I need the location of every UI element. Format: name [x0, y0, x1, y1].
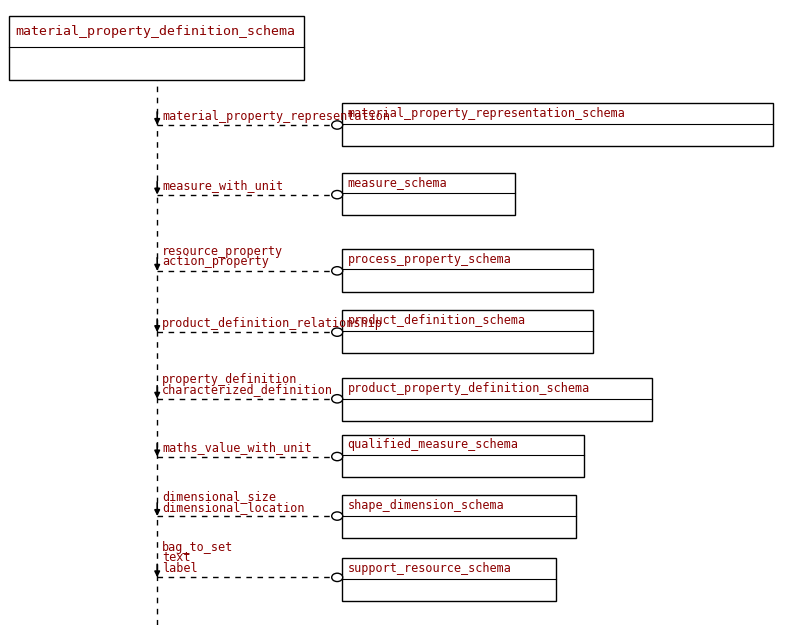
Text: measure_with_unit: measure_with_unit [162, 179, 283, 192]
Text: characterized_definition: characterized_definition [162, 383, 333, 396]
Bar [342, 310, 593, 353]
Circle shape [332, 452, 343, 461]
Bar [342, 249, 593, 292]
Bar [342, 173, 515, 216]
Circle shape [332, 573, 343, 581]
Text: product_definition_relationship: product_definition_relationship [162, 317, 383, 330]
Text: product_property_definition_schema: product_property_definition_schema [347, 382, 590, 395]
Circle shape [332, 394, 343, 403]
Circle shape [332, 328, 343, 336]
Text: dimensional_size: dimensional_size [162, 490, 276, 503]
Text: resource_property: resource_property [162, 245, 283, 258]
Text: material_property_representation: material_property_representation [162, 109, 390, 123]
Bar [342, 103, 773, 146]
Text: label: label [162, 562, 197, 575]
Text: property_definition: property_definition [162, 372, 297, 386]
Text: shape_dimension_schema: shape_dimension_schema [347, 499, 504, 512]
Text: product_definition_schema: product_definition_schema [347, 314, 526, 327]
Bar [342, 434, 584, 478]
Text: material_property_representation_schema: material_property_representation_schema [347, 107, 626, 120]
Text: action_property: action_property [162, 256, 269, 269]
Text: support_resource_schema: support_resource_schema [347, 562, 511, 575]
Bar [9, 16, 304, 81]
Text: process_property_schema: process_property_schema [347, 253, 511, 266]
Text: dimensional_location: dimensional_location [162, 501, 304, 514]
Text: text: text [162, 551, 190, 564]
Circle shape [332, 267, 343, 275]
Text: material_property_definition_schema: material_property_definition_schema [15, 25, 295, 38]
Text: maths_value_with_unit: maths_value_with_unit [162, 441, 311, 454]
Text: bag_to_set: bag_to_set [162, 541, 233, 554]
Bar [342, 378, 652, 421]
Circle shape [332, 121, 343, 129]
Bar [342, 558, 556, 601]
Text: measure_schema: measure_schema [347, 176, 447, 189]
Text: qualified_measure_schema: qualified_measure_schema [347, 438, 519, 451]
Bar [342, 495, 576, 538]
Circle shape [332, 191, 343, 199]
Circle shape [332, 512, 343, 520]
